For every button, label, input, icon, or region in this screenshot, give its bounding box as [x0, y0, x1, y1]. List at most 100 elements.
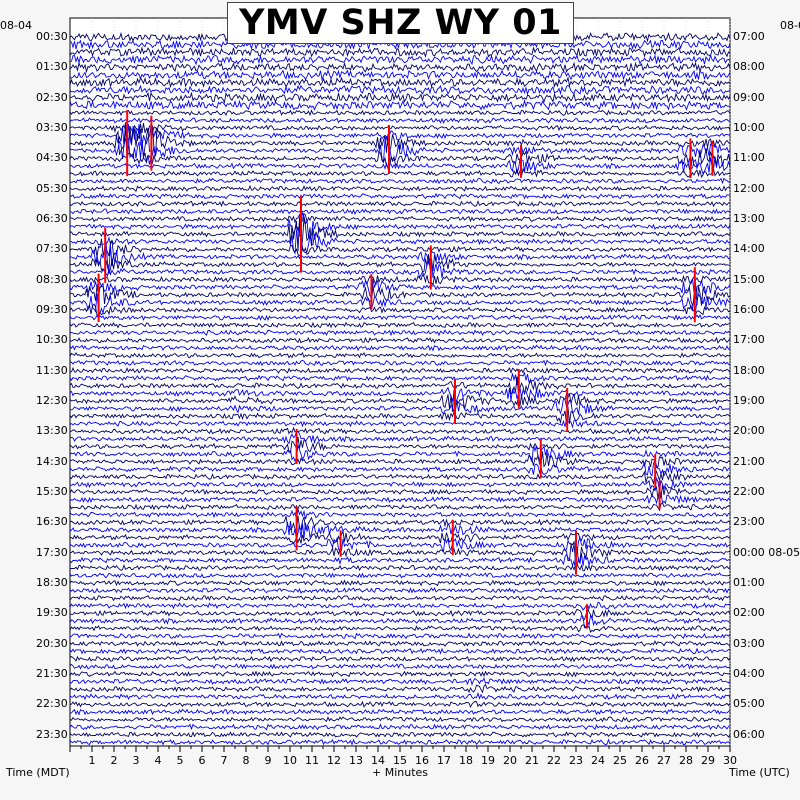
- trace-line: [69, 69, 731, 82]
- trace-line: [69, 91, 731, 104]
- trace-line: [69, 594, 731, 602]
- trace-line: [69, 492, 731, 505]
- trace-line: [69, 458, 731, 477]
- trace-line: [69, 386, 731, 405]
- trace-line: [69, 238, 731, 258]
- trace-line: [69, 684, 731, 694]
- trace-line: [69, 46, 731, 59]
- x-tick-label: 10: [283, 754, 297, 767]
- left-time-label: 11:30: [36, 363, 68, 377]
- trace-line: [69, 419, 731, 429]
- trace-line: [69, 470, 731, 486]
- trace-line: [69, 677, 731, 686]
- trace-line: [69, 254, 731, 275]
- trace-line: [69, 476, 731, 492]
- trace-line: [69, 155, 731, 175]
- trace-line: [69, 708, 731, 716]
- trace-line: [69, 292, 731, 315]
- left-time-label: 08:30: [36, 272, 68, 286]
- x-tick-label: 7: [221, 754, 228, 767]
- trace-line: [69, 351, 731, 359]
- right-time-label: 08:00: [733, 60, 765, 74]
- x-tick-label: 21: [525, 754, 539, 767]
- right-time-label: 22:00: [733, 484, 765, 498]
- left-time-label: 10:30: [36, 333, 68, 347]
- trace-line: [69, 406, 731, 425]
- x-tick-label: 5: [177, 754, 184, 767]
- trace-line: [69, 376, 731, 396]
- trace-line: [69, 314, 731, 321]
- trace-line: [69, 123, 731, 135]
- trace-line: [69, 731, 731, 738]
- trace-line: [69, 84, 731, 96]
- trace-line: [69, 632, 731, 640]
- trace-line: [69, 200, 730, 208]
- left-time-label: 23:30: [36, 727, 68, 741]
- trace-line: [69, 436, 731, 454]
- chart-title: YMV SHZ WY 01: [227, 2, 574, 44]
- left-time-label: 21:30: [36, 666, 68, 680]
- trace-line: [69, 579, 731, 587]
- trace-line: [69, 226, 731, 255]
- trace-line: [69, 606, 731, 621]
- trace-line: [69, 614, 731, 629]
- left-time-label: 05:30: [36, 181, 68, 195]
- x-tick-label: 6: [199, 754, 206, 767]
- trace-line: [69, 211, 731, 238]
- trace-line: [69, 515, 731, 533]
- trace-line: [69, 601, 731, 611]
- left-time-label: 07:30: [36, 242, 68, 256]
- left-time-label: 01:30: [36, 60, 68, 74]
- right-time-label: 18:00: [733, 363, 765, 377]
- trace-line: [69, 321, 730, 329]
- left-time-label: 03:30: [36, 120, 68, 134]
- trace-line: [69, 125, 731, 162]
- left-time-label: 18:30: [36, 575, 68, 589]
- right-time-label: 04:00: [733, 666, 765, 680]
- trace-line: [69, 192, 731, 200]
- x-tick-label: 23: [569, 754, 583, 767]
- right-time-label: 21:00: [733, 454, 765, 468]
- x-tick-label: 29: [701, 754, 715, 767]
- trace-line: [69, 344, 731, 352]
- left-time-label: 09:30: [36, 302, 68, 316]
- right-time-label: 23:00: [733, 515, 765, 529]
- trace-line: [69, 587, 731, 594]
- right-time-label: 09:00: [733, 90, 765, 104]
- trace-line: [69, 76, 731, 89]
- trace-line: [69, 700, 731, 708]
- trace-line: [69, 241, 731, 270]
- trace-line: [69, 536, 731, 554]
- trace-line: [69, 738, 731, 746]
- trace-line: [69, 135, 731, 165]
- right-time-label: 06:00: [733, 727, 765, 741]
- trace-line: [69, 122, 731, 150]
- trace-line: [69, 451, 731, 469]
- left-time-label: 20:30: [36, 636, 68, 650]
- trace-line: [69, 716, 731, 723]
- left-time-label: 04:30: [36, 151, 68, 165]
- minute-grid: [91, 18, 731, 746]
- trace-line: [69, 303, 731, 317]
- right-time-label: 10:00: [733, 120, 765, 134]
- x-axis-ticks: 1 2 3 4 5 6 7 8 9 10 11 12 13 14 15 16 17 18 19 20 21 22 23 24 2…: [69, 746, 737, 767]
- right-time-label: 17:00: [733, 333, 765, 347]
- right-axis-label: Time (UTC): [729, 766, 790, 779]
- trace-line: [69, 212, 731, 224]
- left-time-label: 02:30: [36, 90, 68, 104]
- trace-line: [69, 572, 731, 579]
- trace-line: [69, 389, 731, 412]
- seismic-traces: [69, 31, 731, 746]
- trace-line: [69, 502, 731, 512]
- left-time-label: 14:30: [36, 454, 68, 468]
- x-tick-label: 20: [503, 754, 517, 767]
- x-tick-label: 16: [415, 754, 429, 767]
- right-time-label: 16:00: [733, 302, 765, 316]
- right-time-label: 13:00: [733, 211, 765, 225]
- trace-line: [69, 359, 731, 367]
- trace-line: [69, 529, 731, 545]
- x-tick-label: 24: [591, 754, 605, 767]
- left-time-label: 06:30: [36, 211, 68, 225]
- x-tick-label: 8: [243, 754, 250, 767]
- left-axis-label: Time (MDT): [6, 766, 70, 779]
